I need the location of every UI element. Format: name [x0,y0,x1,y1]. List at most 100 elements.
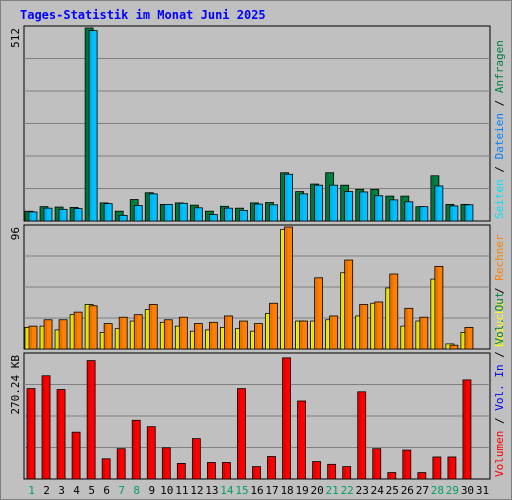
bar-volumen-day-25 [387,472,397,480]
bar-dateien-day-5 [88,30,98,222]
bar-rechner-day-28 [434,265,444,350]
bar-shade [191,332,194,348]
bar-dateien-day-21 [329,184,339,222]
bar-volumen-day-5 [86,360,96,480]
bar-shade [420,318,423,348]
bar-volumen-day-6 [101,458,111,480]
bar-shade [330,186,333,220]
bar-shade [206,330,209,348]
bar-volumen-day-7 [116,448,126,480]
bar-rechner-day-4 [73,311,83,350]
bar-shade [26,328,28,348]
bar-volumen-day-30 [462,379,472,480]
bar-shade [416,207,419,220]
bar-shade [300,322,303,348]
x-tick-label-day-27: 27 [416,484,429,497]
x-tick-label-day-29: 29 [446,484,459,497]
bar-shade [341,186,344,220]
bar-shade [390,275,393,348]
legend-entry: Seiten [493,179,506,219]
bar-shade [285,175,288,220]
bar-shade [431,280,434,348]
x-tick-label-day-23: 23 [356,484,369,497]
bar-shade [416,322,419,348]
bar-volumen-day-11 [176,462,186,480]
bar-shade [41,207,44,220]
bar-shade [465,328,468,348]
bar-shade [373,449,376,478]
bar-shade [165,320,168,348]
bar-shade [405,309,408,348]
bar-shade [118,449,121,478]
bar-volumen-day-22 [342,466,352,480]
bar-volumen-day-8 [131,419,141,480]
bar-rechner-day-6 [103,323,113,350]
bar-shade [43,376,46,478]
bar-rechner-day-22 [344,259,354,350]
bar-rechner-day-24 [374,301,384,350]
x-tick-label-day-9: 9 [148,484,155,497]
bar-shade [268,457,271,478]
x-tick-label-day-3: 3 [58,484,65,497]
bar-shade [86,305,89,348]
bar-rechner-day-18 [284,226,293,350]
bar-volumen-day-24 [372,448,382,480]
bar-shade [75,209,78,220]
bar-dateien-day-26 [404,201,414,222]
bar-shade [28,389,30,478]
x-tick-label-day-8: 8 [133,484,140,497]
bar-shade [86,29,89,220]
bar-volumen-day-10 [161,447,171,480]
x-tick-label-day-20: 20 [311,484,324,497]
bar-dateien-day-11 [178,202,188,222]
bar-volumen-day-16 [252,466,261,480]
bar-volumen-day-13 [206,462,216,480]
bar-shade [450,206,453,220]
bar-shade [210,215,213,220]
bar-shade [418,473,421,478]
bar-dateien-day-19 [299,193,308,222]
x-tick-label-day-21: 21 [326,484,339,497]
bar-shade [446,344,449,348]
bar-shade [253,467,256,478]
bar-shade [146,193,149,220]
bar-shade [178,464,181,478]
bar-volumen-day-19 [297,400,306,480]
bar-rechner-day-30 [464,326,474,350]
bar-shade [266,203,269,220]
bar-volumen-day-12 [191,438,201,480]
x-tick-label-day-4: 4 [73,484,80,497]
bar-shade [71,208,74,220]
bar-dateien-day-10 [163,204,173,222]
bar-shade [341,273,344,348]
bar-shade [446,205,449,220]
bar-shade [60,210,63,220]
bar-dateien-day-27 [419,206,429,222]
bar-shade [251,203,254,220]
bar-rechner-day-17 [269,302,278,350]
x-tick-label-day-10: 10 [160,484,173,497]
bar-shade [371,304,374,348]
bar-volumen-day-20 [312,461,322,480]
x-tick-label-day-24: 24 [371,484,385,497]
y-axis-max-label: 96 [9,227,22,240]
bar-volumen-day-9 [146,426,156,480]
bar-shade [180,318,183,348]
x-tick-label-day-19: 19 [295,484,308,497]
x-tick-label-day-5: 5 [88,484,95,497]
bar-rechner-day-23 [359,304,369,350]
bar-shade [296,322,299,348]
bar-shade [176,203,179,220]
bar-dateien-day-28 [434,185,444,222]
bar-shade [401,327,404,348]
bar-shade [26,212,28,220]
bar-shade [41,327,44,348]
bar-shade [73,433,76,478]
bar-shade [285,228,288,348]
bar-rechner-day-1 [28,325,38,350]
bar-shade [90,31,93,220]
legend-middle: Besuche / Rechner [493,234,506,347]
bar-shade [45,209,48,220]
bar-dateien-day-2 [43,207,53,222]
